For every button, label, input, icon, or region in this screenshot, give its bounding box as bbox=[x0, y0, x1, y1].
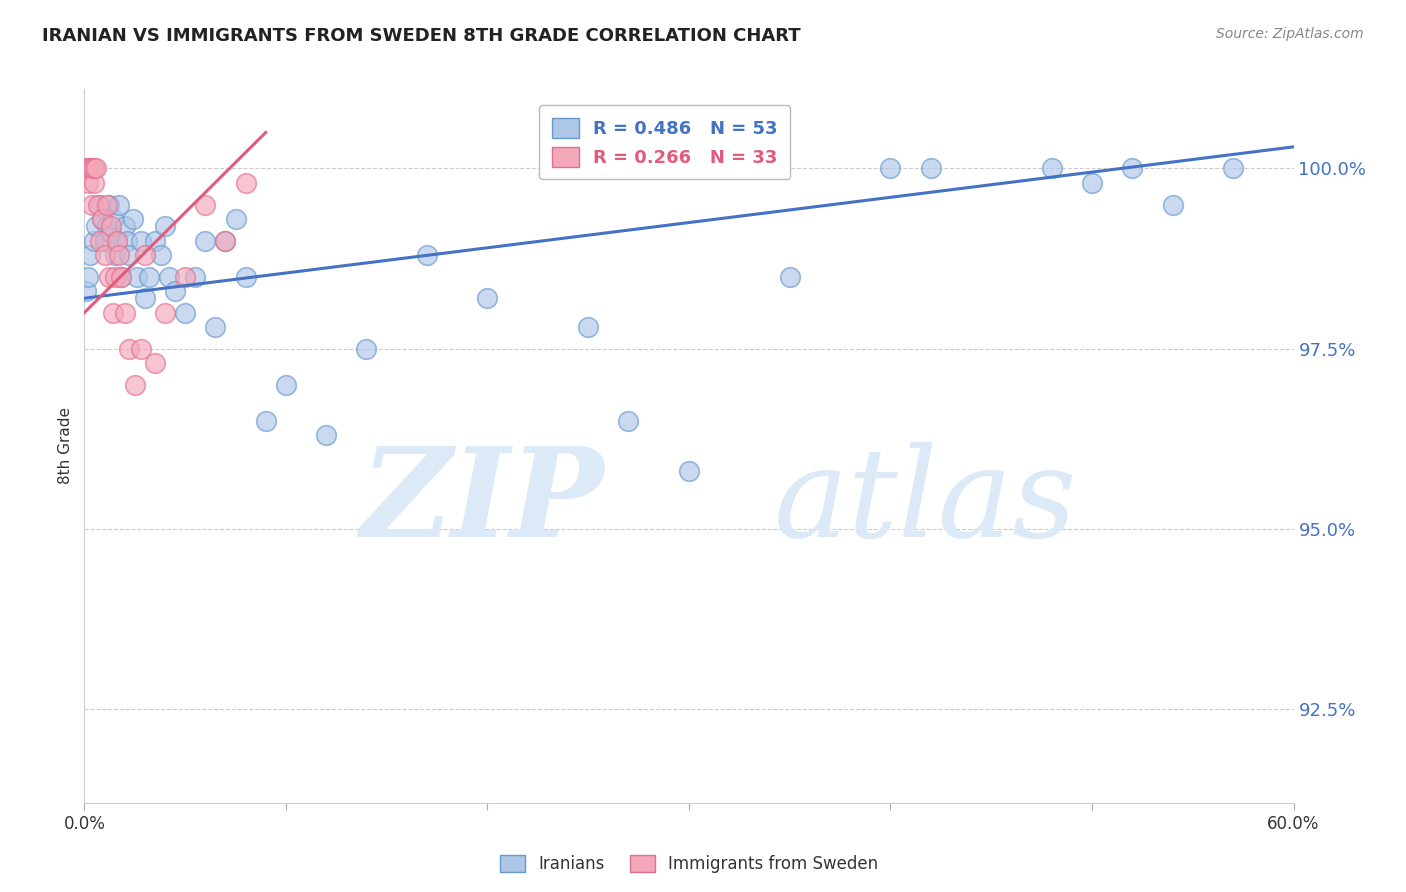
Point bbox=[174, 306, 197, 320]
Point bbox=[779, 269, 801, 284]
Point bbox=[100, 227, 122, 241]
Point bbox=[274, 377, 297, 392]
Point bbox=[129, 234, 152, 248]
Point bbox=[1040, 161, 1063, 176]
Text: Source: ZipAtlas.com: Source: ZipAtlas.com bbox=[1216, 27, 1364, 41]
Point bbox=[110, 269, 132, 284]
Point bbox=[101, 211, 124, 226]
Point bbox=[86, 219, 108, 234]
Point bbox=[129, 342, 152, 356]
Point bbox=[920, 161, 942, 176]
Point bbox=[174, 269, 197, 284]
Point bbox=[91, 211, 114, 226]
Point bbox=[83, 234, 105, 248]
Point bbox=[100, 219, 122, 234]
Point bbox=[86, 161, 108, 176]
Point bbox=[75, 161, 97, 176]
Y-axis label: 8th Grade: 8th Grade bbox=[58, 408, 73, 484]
Point bbox=[101, 306, 124, 320]
Point bbox=[114, 306, 136, 320]
Point bbox=[576, 320, 599, 334]
Point bbox=[214, 234, 236, 248]
Point bbox=[125, 269, 148, 284]
Point bbox=[416, 248, 439, 262]
Point bbox=[104, 248, 127, 262]
Point bbox=[87, 197, 110, 211]
Point bbox=[79, 161, 101, 176]
Point bbox=[118, 342, 141, 356]
Point bbox=[134, 248, 156, 262]
Point bbox=[79, 248, 101, 262]
Point bbox=[110, 269, 132, 284]
Point bbox=[143, 234, 166, 248]
Point bbox=[1121, 161, 1143, 176]
Point bbox=[254, 414, 277, 428]
Point bbox=[879, 161, 901, 176]
Legend: Iranians, Immigrants from Sweden: Iranians, Immigrants from Sweden bbox=[494, 848, 884, 880]
Point bbox=[225, 211, 247, 226]
Text: atlas: atlas bbox=[773, 442, 1077, 564]
Point bbox=[83, 176, 105, 190]
Point bbox=[107, 248, 129, 262]
Point bbox=[77, 269, 100, 284]
Point bbox=[134, 291, 156, 305]
Point bbox=[97, 269, 120, 284]
Point bbox=[184, 269, 207, 284]
Point bbox=[165, 284, 187, 298]
Point bbox=[97, 197, 120, 211]
Point bbox=[1161, 197, 1184, 211]
Point bbox=[96, 219, 118, 234]
Point bbox=[118, 248, 141, 262]
Point bbox=[96, 197, 118, 211]
Point bbox=[356, 342, 378, 356]
Point bbox=[124, 377, 146, 392]
Point bbox=[104, 269, 127, 284]
Point bbox=[153, 306, 176, 320]
Point bbox=[114, 219, 136, 234]
Point bbox=[1222, 161, 1244, 176]
Point bbox=[82, 161, 104, 176]
Point bbox=[93, 234, 115, 248]
Point bbox=[157, 269, 180, 284]
Point bbox=[89, 197, 111, 211]
Point bbox=[214, 234, 236, 248]
Point bbox=[138, 269, 160, 284]
Point bbox=[153, 219, 176, 234]
Point bbox=[477, 291, 499, 305]
Point bbox=[77, 176, 100, 190]
Point bbox=[204, 320, 226, 334]
Point bbox=[82, 197, 104, 211]
Point bbox=[75, 284, 97, 298]
Point bbox=[83, 824, 105, 838]
Text: ZIP: ZIP bbox=[360, 442, 605, 564]
Point bbox=[115, 234, 138, 248]
Point bbox=[83, 161, 105, 176]
Point bbox=[194, 197, 217, 211]
Point bbox=[617, 414, 640, 428]
Point bbox=[77, 161, 100, 176]
Point bbox=[89, 234, 111, 248]
Point bbox=[315, 428, 337, 442]
Point bbox=[235, 269, 257, 284]
Point bbox=[105, 234, 128, 248]
Point bbox=[235, 176, 257, 190]
Point bbox=[121, 211, 143, 226]
Point bbox=[93, 248, 115, 262]
Point bbox=[107, 197, 129, 211]
Point bbox=[1081, 176, 1104, 190]
Point bbox=[91, 211, 114, 226]
Point bbox=[105, 234, 128, 248]
Point bbox=[143, 356, 166, 370]
Point bbox=[678, 464, 700, 478]
Point bbox=[149, 248, 172, 262]
Text: IRANIAN VS IMMIGRANTS FROM SWEDEN 8TH GRADE CORRELATION CHART: IRANIAN VS IMMIGRANTS FROM SWEDEN 8TH GR… bbox=[42, 27, 801, 45]
Point bbox=[194, 234, 217, 248]
